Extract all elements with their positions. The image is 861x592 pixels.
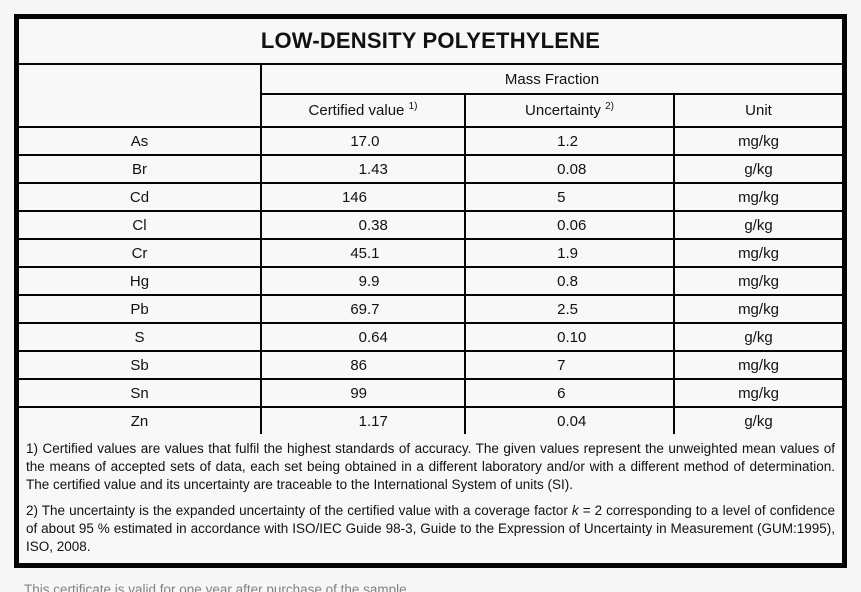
uncertainty-label: Uncertainty [525, 102, 601, 119]
element-symbol: Hg [19, 266, 262, 296]
footnote-2-text-a: 2) The uncertainty is the expanded uncer… [26, 503, 572, 518]
uncertainty-value: 5 [464, 182, 675, 212]
element-symbol: S [19, 322, 262, 352]
mass-fraction-table: Mass Fraction Certified value 1) Uncerta… [19, 65, 842, 434]
table-row: As 17.0 1.2 mg/kg [19, 126, 842, 156]
certified-value: 1.43 [260, 154, 466, 184]
footnote-2-text-b: = 2 corresponding to a level of confiden… [26, 503, 836, 554]
certified-value: 0.64 [260, 322, 466, 352]
coverage-factor-k-symbol: k [571, 503, 579, 518]
uncertainty-value: 0.10 [464, 322, 675, 352]
table-row: Sn 99 6 mg/kg [19, 378, 842, 408]
table-row: Zn 1.17 0.04 g/kg [19, 406, 842, 434]
uncertainty-value: 0.04 [464, 406, 675, 434]
uncertainty-value: 1.9 [464, 238, 675, 268]
blank-header-cell [19, 65, 262, 128]
uncertainty-value: 6 [464, 378, 675, 408]
unit-value: mg/kg [673, 126, 842, 156]
unit-value: mg/kg [673, 182, 842, 212]
footnote-2: 2) The uncertainty is the expanded uncer… [26, 502, 835, 556]
element-symbol: As [19, 126, 262, 156]
element-symbol: Cr [19, 238, 262, 268]
unit-value: mg/kg [673, 294, 842, 324]
column-header-uncertainty: Uncertainty 2) [464, 93, 675, 128]
footnotes-section: 1) Certified values are values that fulf… [19, 434, 842, 563]
unit-value: mg/kg [673, 266, 842, 296]
table-row: Cl 0.38 0.06 g/kg [19, 210, 842, 240]
element-symbol: Cd [19, 182, 262, 212]
table-row: Pb 69.7 2.5 mg/kg [19, 294, 842, 324]
unit-value: mg/kg [673, 350, 842, 380]
table-row: Cr 45.1 1.9 mg/kg [19, 238, 842, 268]
uncertainty-value: 1.2 [464, 126, 675, 156]
uncertainty-value: 0.8 [464, 266, 675, 296]
document-title: LOW-DENSITY POLYETHYLENE [19, 19, 842, 65]
footnote-ref-2: 2) [605, 101, 614, 112]
certified-value: 9.9 [260, 266, 466, 296]
uncertainty-value: 0.06 [464, 210, 675, 240]
column-header-certified-value: Certified value 1) [261, 93, 466, 128]
uncertainty-value: 0.08 [464, 154, 675, 184]
unit-value: g/kg [673, 210, 842, 240]
element-symbol: Br [19, 154, 262, 184]
certified-value: 0.38 [260, 210, 466, 240]
certified-value: 86 [260, 350, 466, 380]
element-symbol: Zn [19, 406, 262, 434]
certified-value: 99 [260, 378, 466, 408]
table-row: Sb 86 7 mg/kg [19, 350, 842, 380]
unit-value: mg/kg [673, 238, 842, 268]
unit-value: mg/kg [673, 378, 842, 408]
certified-value: 45.1 [260, 238, 466, 268]
certified-value: 69.7 [260, 294, 466, 324]
unit-value: g/kg [673, 406, 842, 434]
table-row: Cd 146 5 mg/kg [19, 182, 842, 212]
table-row: Br 1.43 0.08 g/kg [19, 154, 842, 184]
element-symbol: Sn [19, 378, 262, 408]
footnote-ref-1: 1) [408, 101, 418, 112]
table-row: Hg 9.9 0.8 mg/kg [19, 266, 842, 296]
certified-value-label: Certified value [308, 102, 405, 119]
uncertainty-value: 2.5 [464, 294, 675, 324]
unit-value: g/kg [673, 322, 842, 352]
element-symbol: Sb [19, 350, 262, 380]
certified-value: 1.17 [260, 406, 466, 434]
table-row: S 0.64 0.10 g/kg [19, 322, 842, 352]
column-header-unit: Unit [673, 93, 842, 128]
uncertainty-value: 7 [464, 350, 675, 380]
certificate-document: LOW-DENSITY POLYETHYLENE Mass Fraction C… [14, 14, 847, 568]
certified-value: 146 [260, 182, 466, 212]
element-symbol: Pb [19, 294, 262, 324]
unit-value: g/kg [673, 154, 842, 184]
certified-value: 17.0 [260, 126, 466, 156]
footnote-1: 1) Certified values are values that fulf… [26, 441, 835, 492]
element-symbol: Cl [19, 210, 262, 240]
group-header-mass-fraction: Mass Fraction [260, 65, 842, 95]
validity-note-clipped: This certificate is valid for one year a… [24, 582, 411, 592]
